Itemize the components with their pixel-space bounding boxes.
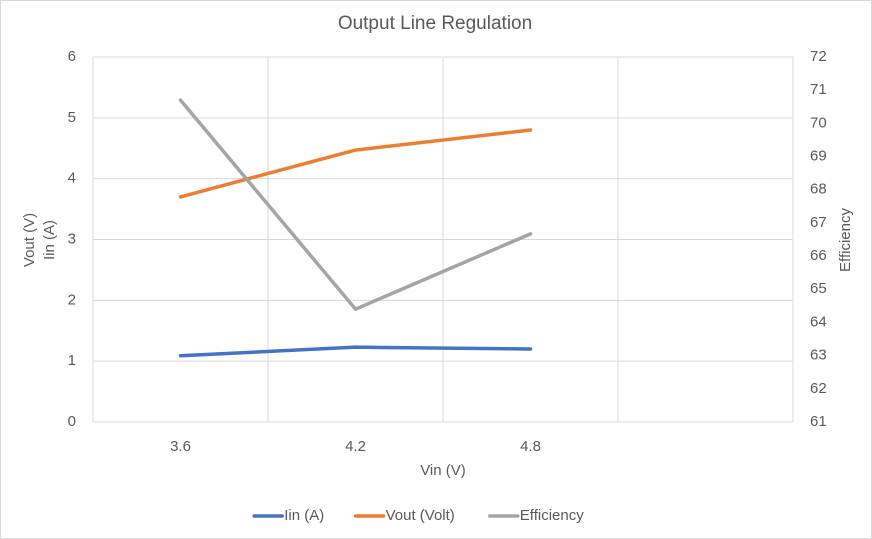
y-tick-label: 0 xyxy=(68,413,76,430)
data-line xyxy=(178,345,533,358)
y2-tick-label: 62 xyxy=(810,380,827,397)
y2-tick-label: 66 xyxy=(810,247,827,264)
y-tick-label: 6 xyxy=(68,48,76,65)
data-line xyxy=(178,128,533,199)
y2-tick-label: 63 xyxy=(810,347,827,364)
y2-tick-label: 68 xyxy=(810,181,827,198)
y2-tick-label: 70 xyxy=(810,114,827,131)
y2-tick-label: 61 xyxy=(810,413,827,430)
y2-axis-label: Efficiency xyxy=(837,208,854,272)
legend-label: Vout (Volt) xyxy=(386,507,455,524)
y2-tick-label: 71 xyxy=(810,81,827,98)
x-axis-label: Vin (V) xyxy=(420,462,466,479)
y-tick-label: 5 xyxy=(68,109,76,126)
x-tick-label: 4.8 xyxy=(520,438,541,455)
y-axis-label: Iin (A) xyxy=(41,220,58,260)
legend-label: Iin (A) xyxy=(284,507,324,524)
y2-tick-label: 72 xyxy=(810,48,827,65)
y2-tick-label: 65 xyxy=(810,280,827,297)
x-tick-label: 4.2 xyxy=(345,438,366,455)
y2-tick-label: 69 xyxy=(810,148,827,165)
y-axis-label: Vout (V) xyxy=(21,213,38,267)
x-tick-label: 3.6 xyxy=(170,438,191,455)
y2-tick-label: 64 xyxy=(810,313,827,330)
chart-title: Output Line Regulation xyxy=(338,13,532,34)
data-line xyxy=(178,98,533,311)
y-tick-label: 2 xyxy=(68,291,76,308)
y-tick-label: 4 xyxy=(68,170,76,187)
legend-label: Efficiency xyxy=(520,507,584,524)
y-tick-label: 1 xyxy=(68,352,76,369)
y-tick-label: 3 xyxy=(68,230,76,247)
y2-tick-label: 67 xyxy=(810,214,827,231)
